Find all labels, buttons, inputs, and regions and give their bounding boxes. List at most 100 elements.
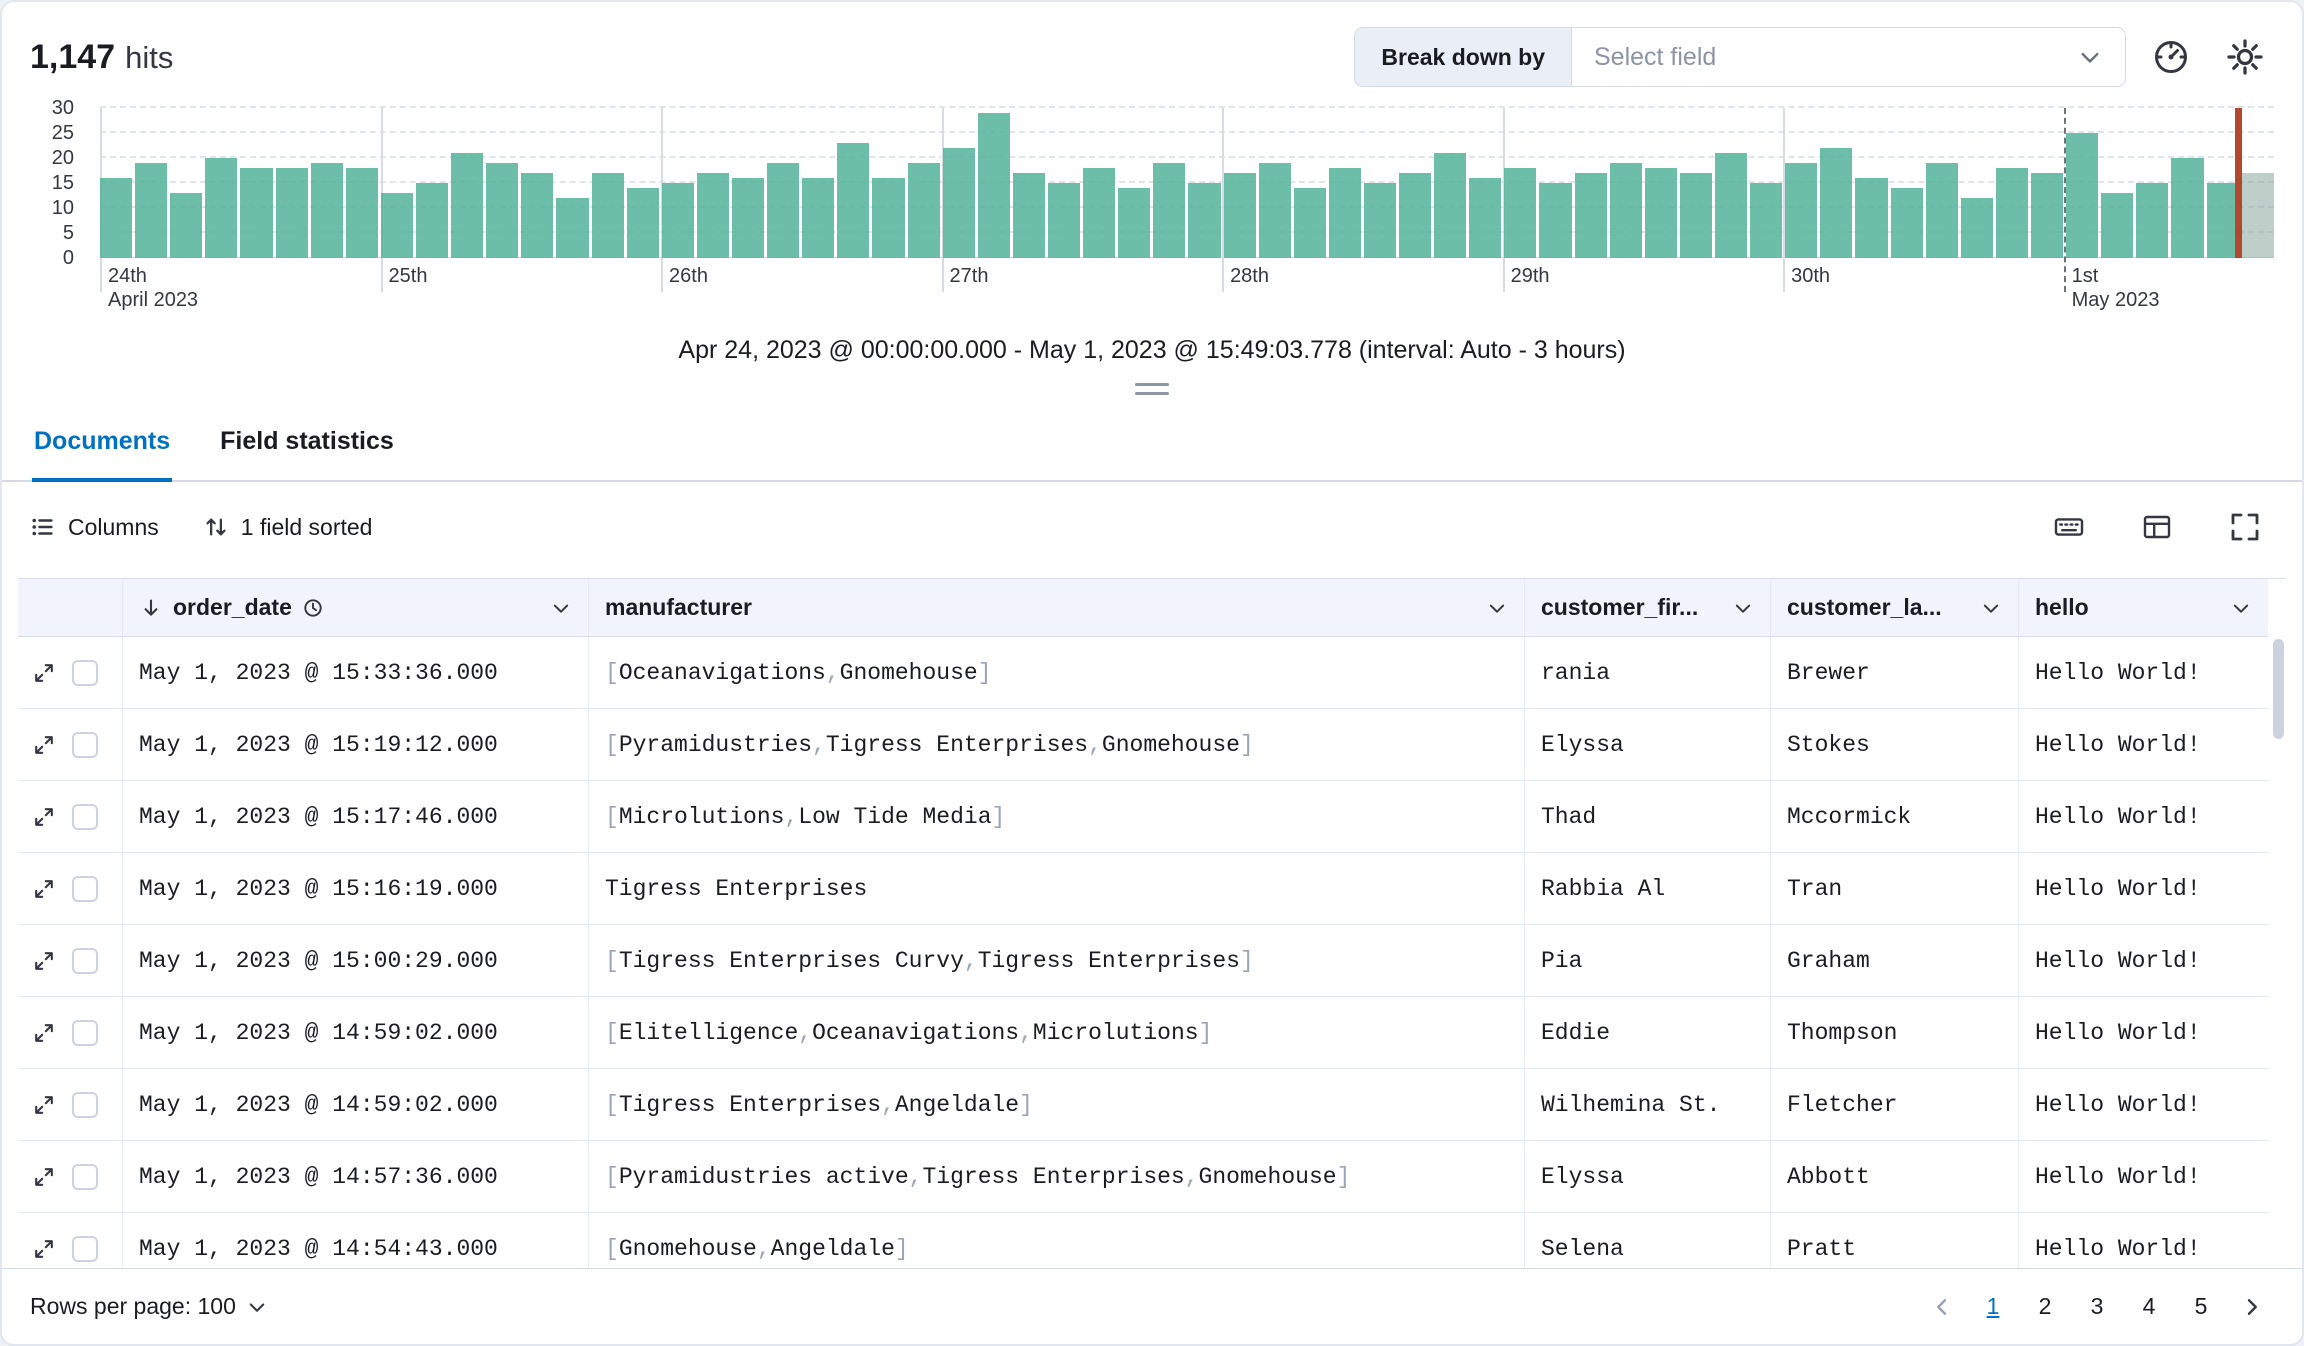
histogram-bar[interactable] [1750, 183, 1783, 258]
histogram-bar[interactable] [907, 163, 940, 258]
columns-button[interactable]: Columns [30, 514, 159, 541]
tab-documents[interactable]: Documents [32, 403, 173, 482]
fullscreen-button[interactable] [2216, 498, 2274, 556]
histogram-bar[interactable] [591, 173, 624, 258]
row-checkbox[interactable] [72, 731, 98, 758]
cell-order_date[interactable]: May 1, 2023 @ 15:33:36.000 [122, 637, 588, 708]
histogram-bar[interactable] [2066, 133, 2099, 258]
histogram-bar[interactable] [100, 178, 133, 258]
cell-customer_last[interactable]: Pratt [1770, 1213, 2018, 1268]
expand-row-button[interactable] [32, 949, 56, 973]
expand-row-button[interactable] [32, 805, 56, 829]
histogram-bar[interactable] [310, 163, 343, 258]
cell-order_date[interactable]: May 1, 2023 @ 14:54:43.000 [122, 1213, 588, 1268]
expand-row-button[interactable] [32, 877, 56, 901]
cell-customer_last[interactable]: Thompson [1770, 997, 2018, 1068]
cell-hello[interactable]: Hello World! [2018, 637, 2268, 708]
chart-resize-handle[interactable] [1135, 383, 1169, 395]
cell-order_date[interactable]: May 1, 2023 @ 15:19:12.000 [122, 709, 588, 780]
cell-customer_first[interactable]: Rabbia Al [1524, 853, 1770, 924]
cell-hello[interactable]: Hello World! [2018, 1069, 2268, 1140]
histogram-bar[interactable] [767, 163, 800, 258]
cell-hello[interactable]: Hello World! [2018, 925, 2268, 996]
row-checkbox[interactable] [72, 659, 98, 686]
column-header-manufacturer[interactable]: manufacturer [588, 579, 1524, 636]
cell-customer_first[interactable]: Elyssa [1524, 1141, 1770, 1212]
cell-customer_last[interactable]: Stokes [1770, 709, 2018, 780]
page-button-5[interactable]: 5 [2178, 1284, 2224, 1330]
sorted-fields-button[interactable]: 1 field sorted [203, 514, 372, 541]
cell-manufacturer[interactable]: Tigress Enterprises [588, 853, 1524, 924]
cell-customer_last[interactable]: Tran [1770, 853, 2018, 924]
keyboard-shortcuts-button[interactable] [2040, 498, 2098, 556]
expand-row-button[interactable] [32, 1021, 56, 1045]
histogram-bar[interactable] [977, 113, 1010, 258]
histogram-bar[interactable] [2136, 183, 2169, 258]
histogram-bar[interactable] [1047, 183, 1081, 258]
cell-order_date[interactable]: May 1, 2023 @ 14:57:36.000 [122, 1141, 588, 1212]
histogram-bar[interactable] [872, 178, 905, 258]
cell-customer_first[interactable]: Pia [1524, 925, 1770, 996]
histogram-bar[interactable] [2031, 173, 2064, 258]
histogram-bar[interactable] [1328, 168, 1361, 258]
histogram-bar[interactable] [451, 153, 484, 258]
column-header-customer_last[interactable]: customer_la... [1770, 579, 2018, 636]
cell-manufacturer[interactable]: [Microlutions, Low Tide Media] [588, 781, 1524, 852]
row-checkbox[interactable] [72, 803, 98, 830]
histogram-bar[interactable] [1504, 168, 1537, 258]
histogram-bar[interactable] [1293, 188, 1326, 258]
histogram-bar[interactable] [556, 198, 589, 258]
cell-hello[interactable]: Hello World! [2018, 997, 2268, 1068]
cell-customer_last[interactable]: Abbott [1770, 1141, 2018, 1212]
page-button-1[interactable]: 1 [1970, 1284, 2016, 1330]
expand-row-button[interactable] [32, 1165, 56, 1189]
expand-row-button[interactable] [32, 733, 56, 757]
histogram-bar[interactable] [1153, 163, 1186, 258]
page-button-3[interactable]: 3 [2074, 1284, 2120, 1330]
expand-row-button[interactable] [32, 661, 56, 685]
expand-row-button[interactable] [32, 1093, 56, 1117]
histogram-bar[interactable] [661, 183, 694, 258]
histogram-bar-partial[interactable] [2241, 173, 2274, 258]
column-header-order_date[interactable]: order_date [122, 579, 588, 636]
cell-order_date[interactable]: May 1, 2023 @ 15:16:19.000 [122, 853, 588, 924]
cell-customer_first[interactable]: Thad [1524, 781, 1770, 852]
histogram-bar[interactable] [345, 168, 378, 258]
cell-manufacturer[interactable]: [Oceanavigations, Gnomehouse] [588, 637, 1524, 708]
cell-customer_first[interactable]: Elyssa [1524, 709, 1770, 780]
row-checkbox[interactable] [72, 1019, 98, 1046]
histogram-bar[interactable] [1188, 183, 1221, 258]
histogram-bar[interactable] [942, 148, 975, 258]
chart-options-button[interactable] [2142, 28, 2200, 86]
next-page-button[interactable] [2230, 1285, 2274, 1329]
histogram-bar[interactable] [1539, 183, 1572, 258]
cell-hello[interactable]: Hello World! [2018, 1213, 2268, 1268]
histogram-bar[interactable] [1890, 188, 1923, 258]
rows-per-page-button[interactable]: Rows per page: 100 [30, 1293, 268, 1320]
histogram-bar[interactable] [486, 163, 519, 258]
histogram-bar[interactable] [170, 193, 203, 258]
histogram-bar[interactable] [1574, 173, 1607, 258]
cell-order_date[interactable]: May 1, 2023 @ 15:00:29.000 [122, 925, 588, 996]
cell-customer_first[interactable]: rania [1524, 637, 1770, 708]
histogram-bar[interactable] [1434, 153, 1467, 258]
cell-manufacturer[interactable]: [Pyramidustries, Tigress Enterprises, Gn… [588, 709, 1524, 780]
histogram-bar[interactable] [1960, 198, 1993, 258]
row-checkbox[interactable] [72, 1235, 98, 1262]
histogram-bar[interactable] [1609, 163, 1642, 258]
histogram-bar[interactable] [275, 168, 308, 258]
page-button-4[interactable]: 4 [2126, 1284, 2172, 1330]
cell-manufacturer[interactable]: [Pyramidustries active, Tigress Enterpri… [588, 1141, 1524, 1212]
cell-customer_first[interactable]: Wilhemina St. [1524, 1069, 1770, 1140]
histogram-bar[interactable] [240, 168, 273, 258]
cell-hello[interactable]: Hello World! [2018, 1141, 2268, 1212]
histogram-bar[interactable] [1995, 168, 2029, 258]
histogram-bar[interactable] [415, 183, 449, 258]
previous-page-button[interactable] [1920, 1285, 1964, 1329]
expand-row-button[interactable] [32, 1237, 56, 1261]
cell-customer_last[interactable]: Fletcher [1770, 1069, 2018, 1140]
histogram-bar[interactable] [1855, 178, 1888, 258]
histogram-bar[interactable] [1083, 168, 1116, 258]
row-checkbox[interactable] [72, 1163, 98, 1190]
cell-customer_last[interactable]: Graham [1770, 925, 2018, 996]
